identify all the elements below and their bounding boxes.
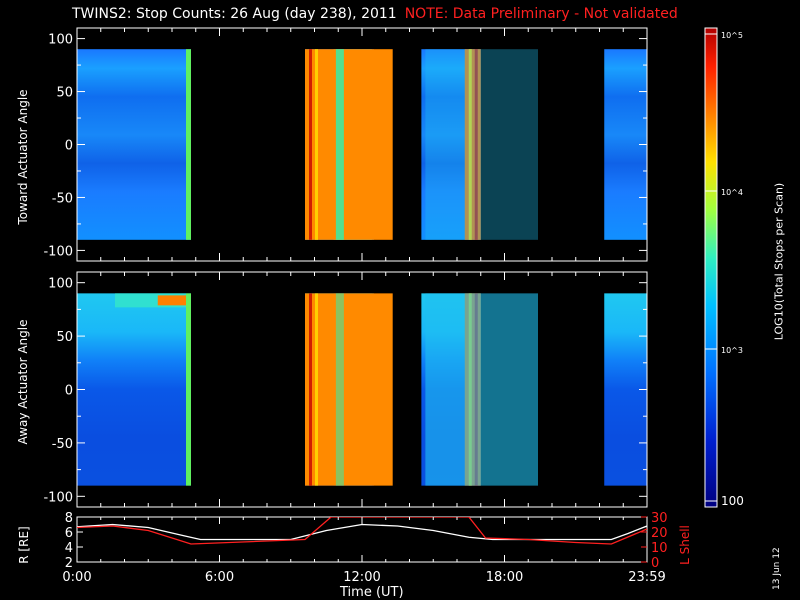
heatmap-segment-2-1 [77, 293, 191, 486]
colorbar-tick-label: 10^5 [721, 31, 743, 40]
heatmap-green-band [335, 293, 344, 486]
colorbar-tick-label: 10^3 [721, 346, 743, 355]
y-tick-label: 50 [56, 330, 73, 345]
y-tick-label: 0 [65, 384, 73, 399]
lshell-series-line [77, 517, 647, 545]
lshell-tick-label: 30 [651, 511, 668, 526]
heatmap-cyan-band-3 [425, 49, 538, 240]
x-tick-label: 23:59 [628, 570, 665, 585]
heatmap-hot-top [157, 295, 186, 306]
colorbar-tick-label: 100 [721, 494, 744, 508]
chart-title: TWINS2: Stop Counts: 26 Aug (day 238), 2… [72, 6, 678, 22]
title-text: TWINS2: Stop Counts: 26 Aug (day 238), 2… [72, 6, 397, 22]
panel3-ylabel: R [RE] [17, 526, 31, 564]
r-series-line [77, 523, 647, 541]
x-tick-label: 6:00 [205, 570, 234, 585]
date-stamp: 13 Jun 12 [772, 547, 782, 590]
heatmap-segment-1-1 [77, 49, 191, 240]
heatmap-red-streak [309, 293, 312, 486]
lshell-tick-label: 10 [651, 541, 668, 556]
colorbar-bar [704, 27, 718, 508]
y-tick-label: -100 [43, 244, 73, 259]
x-tick-label: 18:00 [486, 570, 523, 585]
r-tick-label: 4 [65, 541, 73, 556]
panel3-y2label: L Shell [678, 525, 692, 565]
y-tick-label: -50 [52, 191, 73, 206]
lshell-tick-label: 20 [651, 526, 668, 541]
heatmap-yellow-streak [315, 293, 318, 486]
heatmap-yellow-streak-3 [468, 49, 472, 240]
r-tick-label: 8 [65, 511, 73, 526]
panel2-ylabel: Away Actuator Angle [16, 319, 30, 445]
y-tick-label: 100 [48, 277, 73, 292]
heatmap-green-band [335, 49, 344, 240]
r-tick-label: 2 [65, 556, 73, 571]
y-tick-label: 50 [56, 86, 73, 101]
heatmap-red-streak-3 [474, 49, 478, 240]
preliminary-note: NOTE: Data Preliminary - Not validated [404, 6, 678, 22]
heatmap-red-streak [309, 49, 312, 240]
heatmap-yellow-streak [315, 49, 318, 240]
y-tick-label: 100 [48, 33, 73, 48]
panel1-ylabel: Toward Actuator Angle [16, 89, 30, 225]
colorbar-label: LOG10(Total Stops per Scan) [772, 182, 786, 341]
x-axis-label: Time (UT) [340, 585, 404, 600]
y-tick-label: 0 [65, 139, 73, 154]
colorbar-tick-label: 10^4 [721, 188, 743, 197]
x-tick-label: 0:00 [62, 570, 91, 585]
y-tick-label: -100 [43, 490, 73, 505]
heatmap-hot-edge [305, 293, 393, 486]
lshell-tick-label: 0 [651, 556, 659, 571]
r-tick-label: 6 [65, 526, 73, 541]
y-tick-label: -50 [52, 437, 73, 452]
heatmap-cyan-band-3 [425, 293, 538, 486]
heatmap-green-edge-1 [186, 293, 191, 486]
heatmap-hot-edge [305, 49, 393, 240]
x-tick-label: 12:00 [343, 570, 380, 585]
heatmap-green-edge-1 [186, 49, 191, 240]
